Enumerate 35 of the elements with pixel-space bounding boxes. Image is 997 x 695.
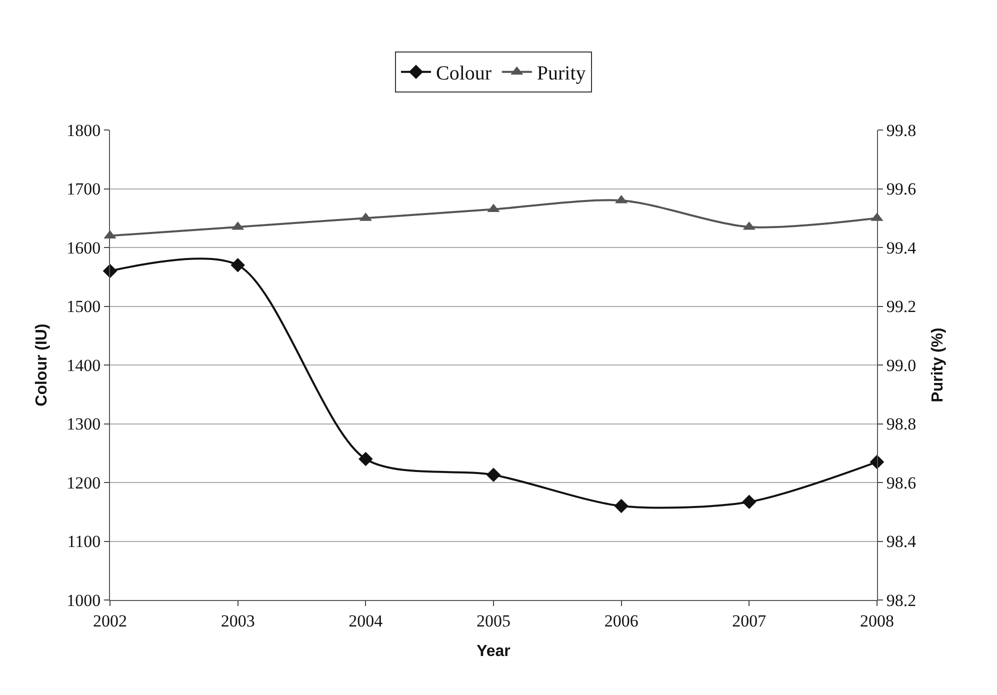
point: [230, 258, 245, 272]
y-tick-label: 1600: [66, 238, 101, 258]
x-axis-title: Year: [476, 643, 510, 660]
y2-tick-label: 98.2: [886, 590, 916, 610]
x-tick-label: 2004: [348, 611, 384, 630]
y2-tick-label: 99.6: [886, 180, 916, 199]
y2-tick-label: 98.6: [886, 473, 916, 492]
x-tick-label: 2002: [93, 611, 127, 630]
legend-label: Purity: [536, 62, 586, 85]
x-tick-label: 2007: [732, 611, 767, 630]
x-tick-label: 2006: [604, 611, 638, 630]
y2-tick-label: 99.0: [886, 356, 916, 375]
y2-tick-label: 99.4: [886, 238, 917, 258]
point: [742, 494, 756, 510]
y-tick-label: 1000: [66, 590, 101, 610]
point: [614, 498, 628, 514]
y2-tick-label: 98.8: [886, 414, 916, 434]
x-tick-label: 2008: [860, 611, 894, 630]
point: [358, 452, 373, 466]
y-tick-label: 1200: [66, 473, 101, 492]
legend-label: Colour: [436, 62, 492, 85]
y-tick-label: 1500: [66, 297, 101, 316]
y-tick-label: 1700: [66, 180, 101, 199]
y-axis-title: Colour (IU): [34, 324, 50, 406]
y-tick-label: 1800: [66, 120, 101, 140]
y-tick-label: 1400: [66, 356, 101, 375]
y2-tick-label: 98.4: [886, 532, 917, 552]
point: [486, 468, 501, 482]
y2-axis-title: Purity (%): [929, 328, 946, 402]
y-tick-label: 1300: [66, 414, 101, 434]
x-tick-label: 2003: [220, 611, 255, 630]
y-tick-label: 1100: [67, 532, 101, 552]
y2-tick-label: 99.2: [886, 297, 916, 316]
y2-tick-label: 99.8: [886, 120, 916, 140]
x-tick-label: 2005: [476, 611, 510, 630]
